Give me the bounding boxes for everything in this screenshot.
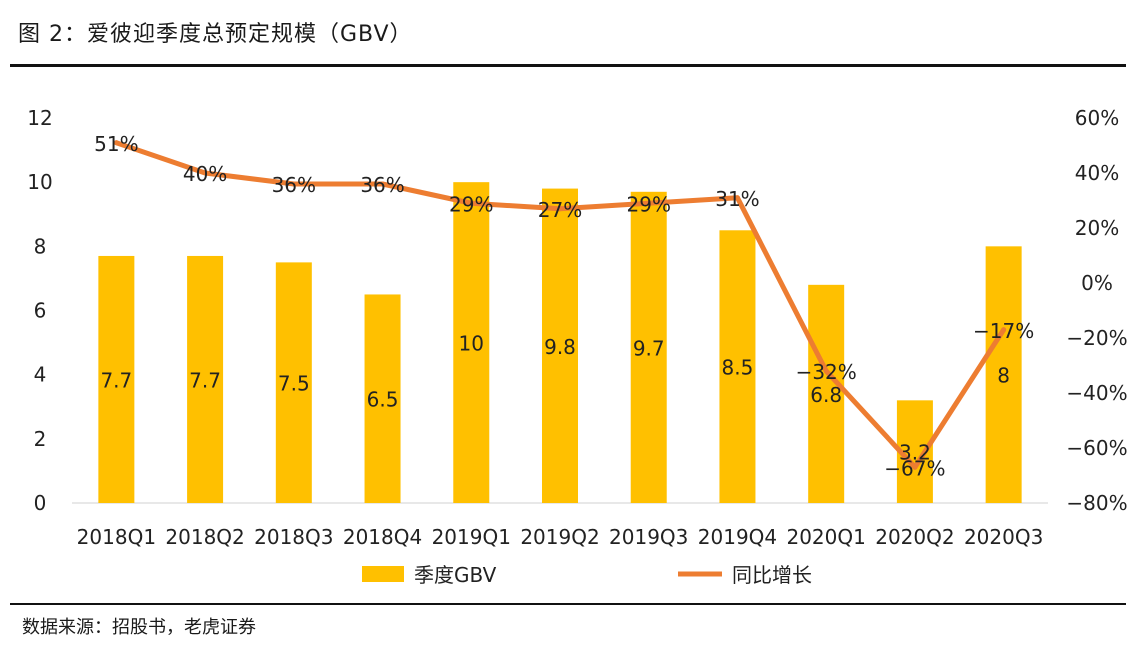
y-right-tick-label: −40% bbox=[1066, 381, 1127, 405]
line-value-label: −17% bbox=[973, 319, 1034, 343]
line-value-label: −67% bbox=[884, 456, 945, 480]
y-right-tick-label: 20% bbox=[1075, 216, 1119, 240]
line-point bbox=[646, 200, 652, 206]
y-right-tick-label: −20% bbox=[1066, 326, 1127, 350]
line-value-label: 36% bbox=[360, 173, 404, 197]
figure-title: 图 2：爱彼迎季度总预定规模（GBV） bbox=[18, 22, 413, 47]
y-left-tick-label: 8 bbox=[34, 234, 47, 258]
line-point bbox=[468, 200, 474, 206]
line-value-label: 29% bbox=[449, 192, 493, 216]
y-right-tick-label: −80% bbox=[1066, 491, 1127, 515]
x-tick-label: 2019Q4 bbox=[698, 525, 777, 549]
x-tick-label: 2019Q1 bbox=[432, 525, 511, 549]
line-point bbox=[380, 181, 386, 187]
bar bbox=[542, 188, 578, 504]
bar-value-label: 8 bbox=[997, 364, 1010, 388]
line-point bbox=[557, 206, 563, 212]
bar-value-label: 6.5 bbox=[367, 388, 399, 412]
bar bbox=[808, 284, 845, 503]
x-tick-label: 2018Q1 bbox=[77, 525, 156, 549]
x-tick-label: 2020Q3 bbox=[964, 525, 1043, 549]
bar-value-label: 7.5 bbox=[278, 372, 310, 396]
line-point bbox=[1001, 327, 1007, 333]
x-tick-label: 2018Q3 bbox=[254, 525, 333, 549]
bar-value-label: 3.2 bbox=[899, 441, 931, 465]
x-tick-label: 2019Q2 bbox=[520, 525, 599, 549]
bar bbox=[630, 191, 667, 503]
y-left-tick-label: 0 bbox=[34, 491, 47, 515]
y-left-tick-label: 10 bbox=[27, 170, 52, 194]
line-value-label: 29% bbox=[627, 192, 671, 216]
bar-value-label: 9.8 bbox=[544, 335, 576, 359]
line-value-label: −32% bbox=[796, 360, 857, 384]
x-tick-label: 2020Q1 bbox=[786, 525, 865, 549]
bar-value-label: 10 bbox=[459, 332, 484, 356]
line-series bbox=[113, 140, 1007, 470]
bar bbox=[98, 255, 135, 503]
legend-swatch-bar bbox=[362, 566, 404, 582]
line-point bbox=[912, 464, 918, 470]
line-value-label: 40% bbox=[183, 162, 227, 186]
legend: 季度GBV 同比增长 bbox=[362, 563, 812, 587]
y-right-tick-label: 60% bbox=[1075, 106, 1119, 130]
bar bbox=[453, 182, 490, 503]
bar bbox=[985, 246, 1022, 504]
combo-chart: 0 2 4 6 8 10 12 60% 40% 20% 0% −20% −40% −60% −80% 2018… bbox=[27, 106, 1127, 587]
line-point bbox=[113, 140, 119, 146]
y-left-tick-label: 6 bbox=[34, 299, 47, 323]
legend-label-bar: 季度GBV bbox=[414, 563, 497, 587]
line-point bbox=[734, 195, 740, 201]
bar bbox=[275, 262, 312, 503]
bar bbox=[364, 294, 401, 503]
bar-value-label: 6.8 bbox=[810, 383, 842, 407]
bar bbox=[719, 230, 756, 503]
y-right-tick-label: 40% bbox=[1075, 161, 1119, 185]
source-note: 数据来源：招股书，老虎证券 bbox=[22, 617, 256, 638]
y-left-tick-label: 4 bbox=[34, 363, 47, 387]
line-value-label: 51% bbox=[94, 132, 138, 156]
legend-label-line: 同比增长 bbox=[732, 563, 812, 587]
data-labels: 7.7 7.7 7.5 6.5 10 9.8 9.7 8.5 6.8 3.2 8 51% 40% 36% 3… bbox=[94, 132, 1034, 481]
bottom-divider bbox=[10, 603, 1126, 605]
y-left-tick-label: 2 bbox=[34, 427, 47, 451]
x-tick-label: 2018Q2 bbox=[165, 525, 244, 549]
line-value-label: 27% bbox=[538, 198, 582, 222]
top-divider bbox=[10, 64, 1126, 67]
chart-axes: 0 2 4 6 8 10 12 60% 40% 20% 0% −20% −40% −60% −80% 2018… bbox=[27, 106, 1127, 549]
bar-value-label: 8.5 bbox=[722, 356, 754, 380]
line-value-label: 36% bbox=[272, 173, 316, 197]
y-left-tick-label: 12 bbox=[27, 106, 52, 130]
bar-value-label: 7.7 bbox=[100, 368, 132, 392]
y-right-tick-label: −60% bbox=[1066, 436, 1127, 460]
bar-value-label: 7.7 bbox=[189, 368, 221, 392]
line-point bbox=[202, 170, 208, 176]
x-tick-label: 2019Q3 bbox=[609, 525, 688, 549]
line-point bbox=[291, 181, 297, 187]
line-point bbox=[823, 368, 829, 374]
bar bbox=[187, 255, 224, 503]
line-value-label: 31% bbox=[715, 187, 759, 211]
bar-value-label: 9.7 bbox=[633, 336, 665, 360]
y-right-tick-label: 0% bbox=[1081, 271, 1113, 295]
x-tick-label: 2018Q4 bbox=[343, 525, 422, 549]
x-tick-label: 2020Q2 bbox=[875, 525, 954, 549]
